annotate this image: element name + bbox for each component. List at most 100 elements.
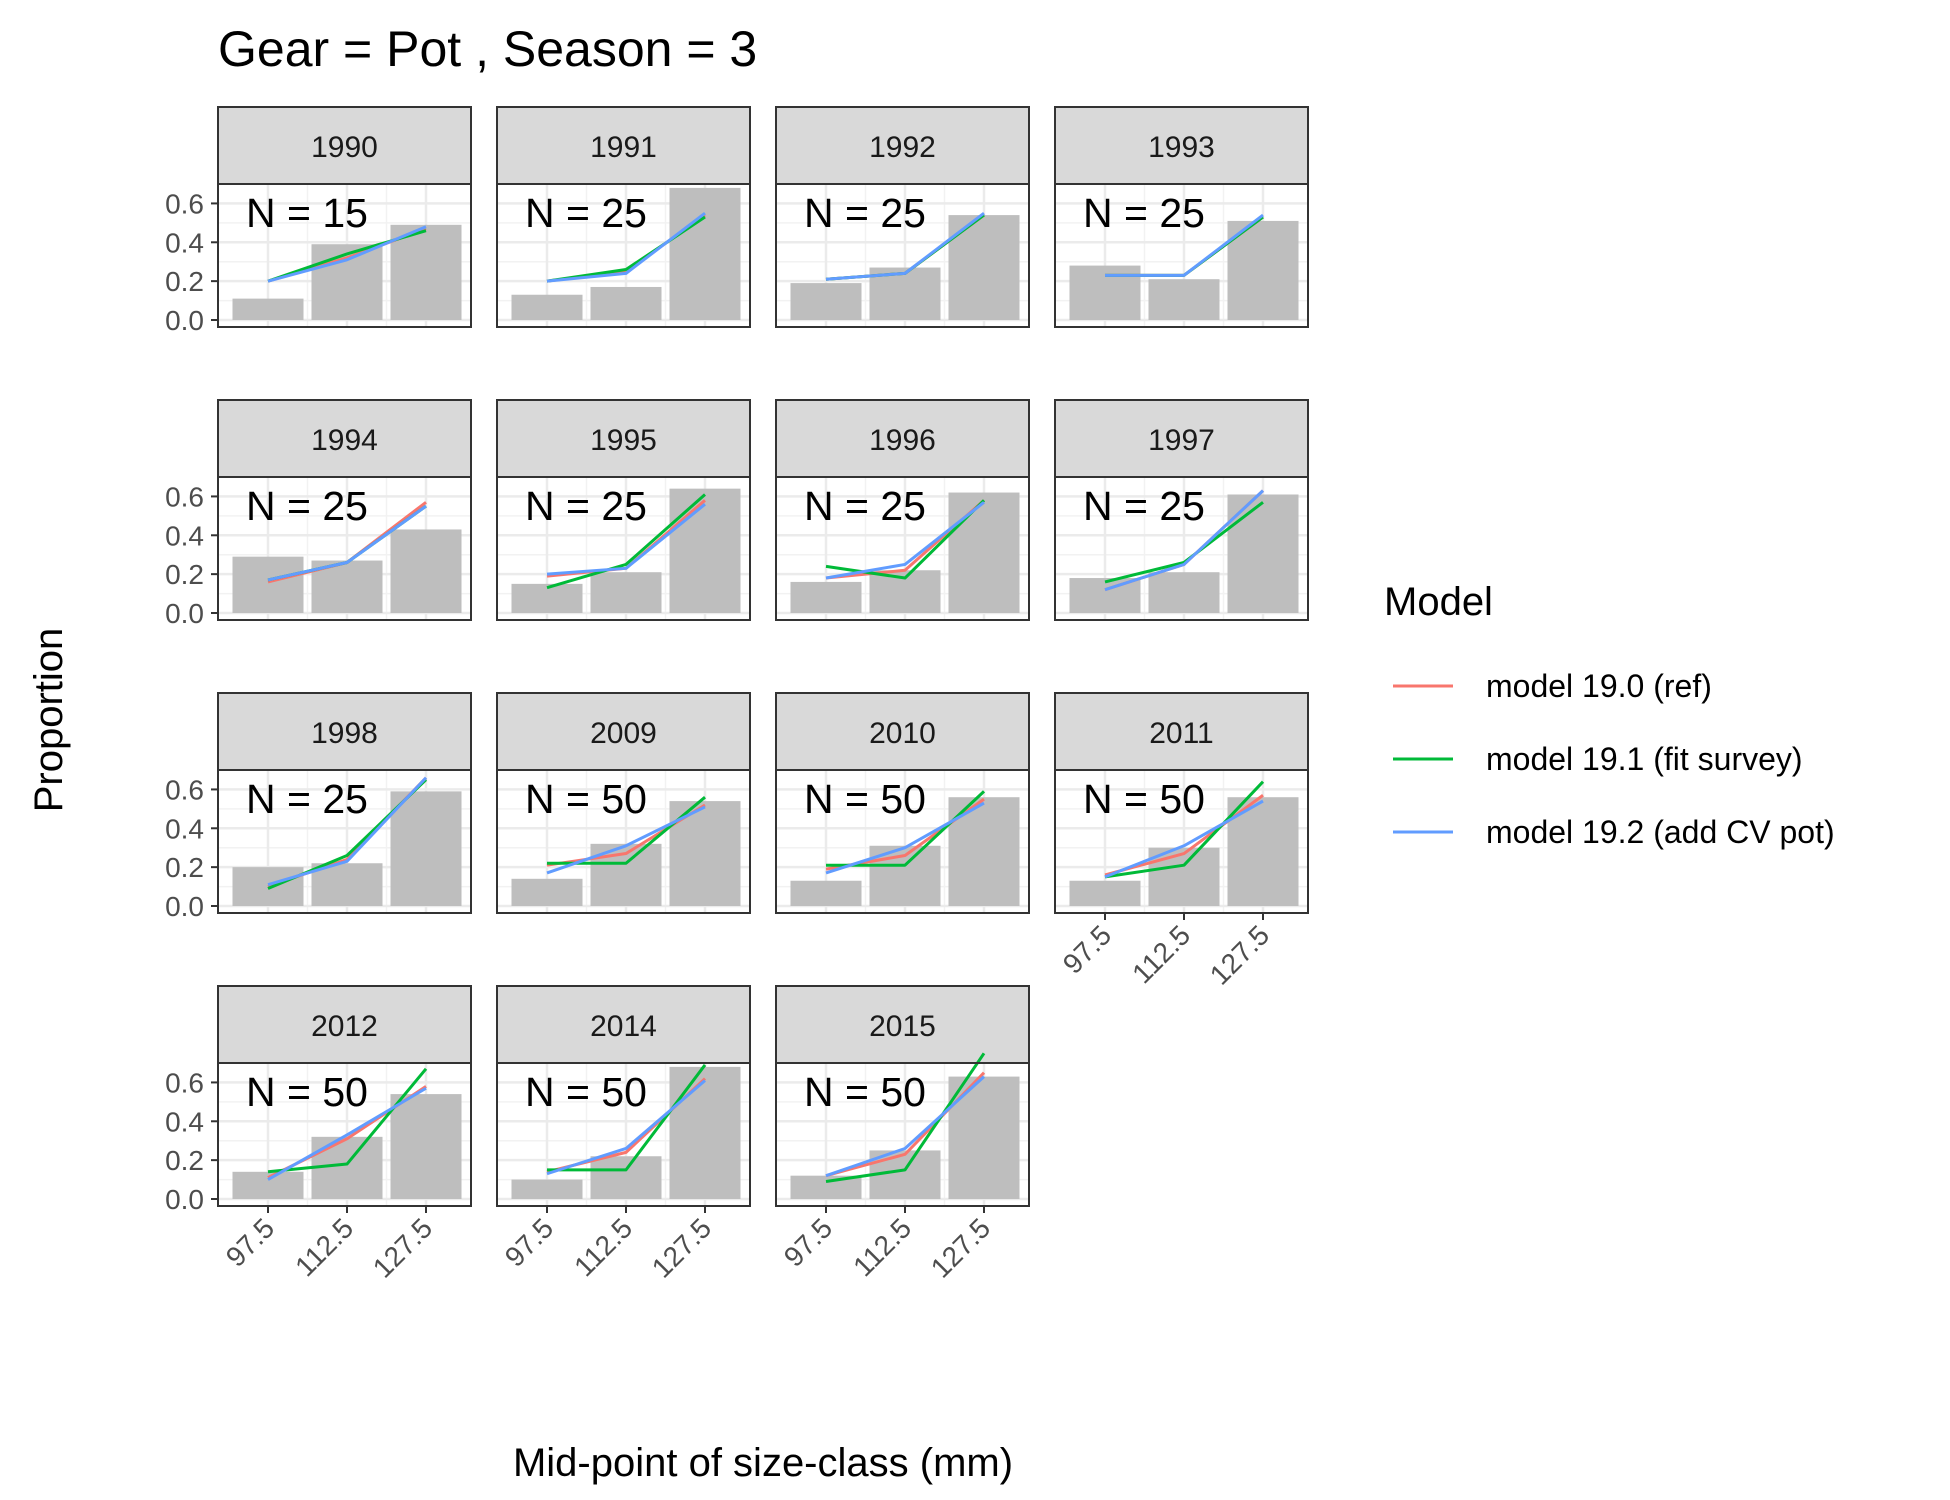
- facet-panel-2012: 2012 N = 50 0.0 0.2 0.4 0.6 97.5 112.5 127.5: [165, 985, 472, 1284]
- observed-bar: [511, 1179, 583, 1199]
- model-line-3: [267, 776, 428, 887]
- model-line-3: [546, 805, 706, 875]
- x-tick-label: 112.5: [1126, 919, 1196, 989]
- x-tick-label: 97.5: [1057, 919, 1117, 979]
- observed-bar: [232, 1171, 304, 1199]
- panel-border: [775, 183, 1030, 328]
- observed-bar: [1069, 265, 1141, 320]
- observed-bar: [390, 529, 462, 613]
- y-tick-label: 0.6: [165, 774, 204, 805]
- y-tick-label: 0.0: [165, 1184, 204, 1215]
- panel-border: [217, 476, 472, 621]
- sample-size-label: N = 15: [246, 190, 368, 236]
- panel-border: [1054, 183, 1309, 328]
- facet-panel-1992: 1992 N = 25: [775, 106, 1030, 328]
- panel-border: [1054, 769, 1309, 914]
- model-line-3: [825, 211, 985, 281]
- observed-bar: [1148, 279, 1220, 320]
- sample-size-label: N = 50: [525, 776, 647, 822]
- panel-border: [217, 1062, 472, 1207]
- sample-size-label: N = 25: [1083, 483, 1205, 529]
- model-line-3: [546, 1079, 706, 1176]
- model-line-2: [547, 1064, 707, 1172]
- facet-panels: 1990 N = 15 0.0 0.2 0.4 0.6 1991 N = 25 1992 N = …: [165, 106, 1309, 1284]
- facet-panel-1998: 1998 N = 25 0.0 0.2 0.4 0.6: [165, 692, 472, 922]
- facet-strip: [496, 399, 751, 478]
- observed-bar: [669, 488, 741, 613]
- y-tick-label: 0.2: [165, 1145, 204, 1176]
- x-tick-label: 127.5: [925, 1212, 996, 1283]
- facet-strip: [1054, 106, 1309, 185]
- facet-panel-2009: 2009 N = 50: [496, 692, 751, 914]
- y-tick-label: 0.4: [165, 1106, 204, 1137]
- model-line-3: [1105, 213, 1264, 277]
- model-line-3: [1104, 489, 1265, 592]
- facet-panel-1996: 1996 N = 25: [775, 399, 1030, 621]
- observed-bar: [790, 283, 862, 320]
- observed-bar: [511, 878, 583, 906]
- model-line-3: [546, 211, 706, 283]
- sample-size-label: N = 50: [246, 1069, 368, 1115]
- sample-size-label: N = 25: [246, 776, 368, 822]
- facet-strip-label: 2012: [311, 1010, 378, 1043]
- model-line-2: [267, 1067, 428, 1174]
- sample-size-label: N = 25: [525, 483, 647, 529]
- model-line-2: [1104, 780, 1265, 879]
- facet-strip-label: 2011: [1149, 717, 1214, 750]
- panel-border: [496, 476, 751, 621]
- sample-size-label: N = 25: [804, 483, 926, 529]
- facet-strip: [775, 106, 1030, 185]
- y-tick-label: 0.2: [165, 852, 204, 883]
- panel-border: [775, 476, 1030, 621]
- observed-bar: [790, 1175, 862, 1199]
- panel-border: [217, 183, 472, 328]
- facet-strip-label: 2010: [869, 717, 936, 750]
- model-line-3: [1104, 799, 1264, 879]
- panel-border: [496, 769, 751, 914]
- facet-strip-label: 1991: [590, 131, 657, 164]
- observed-bar: [669, 1066, 741, 1199]
- observed-bar: [1069, 578, 1141, 613]
- observed-bar: [311, 244, 383, 320]
- y-tick-label: 0.6: [165, 1067, 204, 1098]
- observed-bar: [232, 298, 304, 320]
- facet-panel-2014: 2014 N = 50 97.5 112.5 127.5: [496, 985, 751, 1284]
- facet-strip-label: 1994: [311, 424, 378, 457]
- model-line-3: [825, 1075, 986, 1178]
- model-line-2: [546, 493, 706, 590]
- sample-size-label: N = 25: [525, 190, 647, 236]
- facet-strip-label: 1992: [869, 131, 936, 164]
- facet-strip: [775, 985, 1030, 1064]
- facet-strip: [1054, 692, 1309, 771]
- facet-strip: [496, 985, 751, 1064]
- sample-size-label: N = 50: [804, 1069, 926, 1115]
- observed-bar: [1227, 220, 1299, 320]
- x-tick-label: 97.5: [499, 1212, 559, 1272]
- sample-size-label: N = 25: [804, 190, 926, 236]
- x-axis-title: Mid-point of size-class (mm): [513, 1441, 1013, 1485]
- sample-size-label: N = 25: [246, 483, 368, 529]
- y-tick-label: 0.0: [165, 598, 204, 629]
- observed-bar: [948, 1076, 1020, 1199]
- model-line-2: [825, 499, 986, 580]
- facet-strip-label: 1996: [869, 424, 936, 457]
- y-tick-label: 0.4: [165, 227, 204, 258]
- x-tick-label: 127.5: [1204, 919, 1275, 990]
- y-tick-label: 0.0: [165, 891, 204, 922]
- facet-strip-label: 2015: [869, 1010, 936, 1043]
- y-tick-label: 0.4: [165, 520, 204, 551]
- observed-bar: [390, 791, 462, 906]
- legend-label-2: model 19.1 (fit survey): [1486, 741, 1803, 777]
- facet-strip: [217, 106, 472, 185]
- facet-strip: [496, 106, 751, 185]
- facet-panel-2010: 2010 N = 50: [775, 692, 1030, 914]
- x-tick-label: 112.5: [289, 1212, 359, 1282]
- facet-panel-1991: 1991 N = 25: [496, 106, 751, 328]
- observed-bar: [790, 581, 862, 613]
- facet-panel-1995: 1995 N = 25: [496, 399, 751, 621]
- observed-bar: [232, 556, 304, 613]
- observed-bar: [948, 492, 1020, 613]
- legend-title: Model: [1384, 580, 1493, 624]
- observed-bar: [590, 572, 662, 613]
- panel-border: [775, 769, 1030, 914]
